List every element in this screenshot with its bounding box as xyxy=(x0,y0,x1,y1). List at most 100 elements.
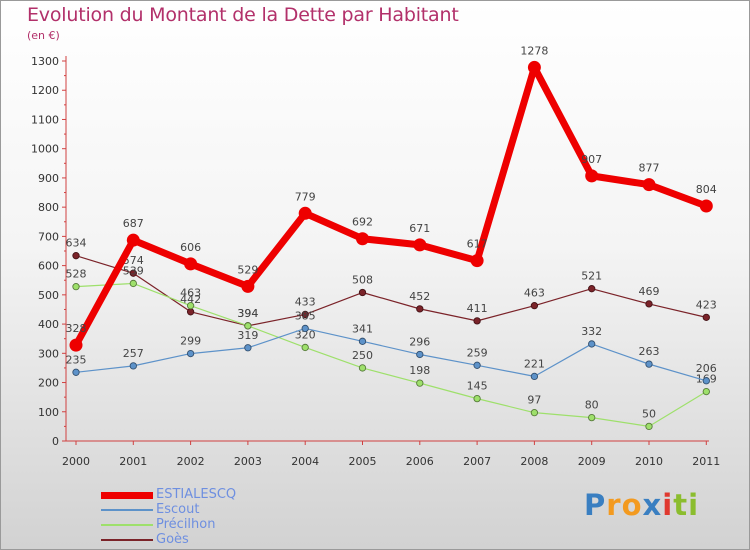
data-label-escout: 263 xyxy=(639,345,660,358)
y-tick-label: 100 xyxy=(38,406,59,419)
data-label-goes: 394 xyxy=(237,307,258,320)
x-tick-label: 2000 xyxy=(62,455,90,468)
x-tick-label: 2003 xyxy=(234,455,262,468)
series-line-precilhon xyxy=(75,282,707,427)
data-label-precilhon: 539 xyxy=(123,264,144,277)
y-tick-label: 600 xyxy=(38,260,59,273)
logo-letter: P xyxy=(584,488,607,522)
legend-swatch-escout xyxy=(101,509,153,511)
data-point-estialescq xyxy=(642,178,656,192)
data-label-escout: 299 xyxy=(180,335,201,348)
data-label-estialescq: 692 xyxy=(352,216,373,229)
data-point-precilhon xyxy=(473,394,481,403)
data-label-precilhon: 80 xyxy=(585,399,599,412)
series-line-goes xyxy=(75,255,707,327)
data-label-estialescq: 671 xyxy=(409,222,430,235)
data-point-precilhon xyxy=(588,413,596,422)
data-label-estialescq: 606 xyxy=(180,241,201,254)
logo-letter: r xyxy=(606,488,622,522)
data-point-goes xyxy=(358,288,367,297)
x-tick-label: 2011 xyxy=(692,455,720,468)
data-label-precilhon: 394 xyxy=(237,307,258,320)
data-point-estialescq xyxy=(126,233,140,247)
y-tick-label: 800 xyxy=(38,201,59,214)
data-point-precilhon xyxy=(72,283,80,291)
data-label-estialescq: 687 xyxy=(123,217,144,230)
data-label-precilhon: 97 xyxy=(527,394,541,407)
y-tick-label: 500 xyxy=(38,289,59,302)
chart-unit-label: (en €) xyxy=(27,29,60,42)
data-label-precilhon: 463 xyxy=(180,287,201,300)
data-label-goes: 433 xyxy=(295,295,316,308)
data-label-precilhon: 528 xyxy=(66,268,87,281)
data-label-goes: 442 xyxy=(180,293,201,306)
data-label-goes: 469 xyxy=(639,285,660,298)
chart-title: Evolution du Montant de la Dette par Hab… xyxy=(27,4,459,26)
legend-label-escout: Escout xyxy=(156,502,200,517)
data-point-precilhon xyxy=(702,387,710,396)
data-label-goes: 411 xyxy=(467,302,488,315)
legend-label-precilhon: Précilhon xyxy=(156,517,216,532)
data-point-precilhon xyxy=(186,302,195,310)
data-point-estialescq xyxy=(527,60,541,74)
data-label-estialescq: 907 xyxy=(581,153,602,166)
data-label-goes: 423 xyxy=(696,298,717,311)
data-label-precilhon: 250 xyxy=(352,349,373,362)
data-point-precilhon xyxy=(645,422,653,431)
x-tick-label: 2004 xyxy=(291,455,319,468)
data-label-estialescq: 529 xyxy=(237,263,258,276)
logo-letter: o xyxy=(621,488,643,522)
data-point-escout xyxy=(301,324,309,333)
y-tick-label: 200 xyxy=(38,377,59,390)
data-point-goes xyxy=(473,317,481,325)
y-tick-label: 1100 xyxy=(31,113,59,126)
data-label-estialescq: 328 xyxy=(66,322,87,335)
data-label-estialescq: 1278 xyxy=(520,44,548,57)
data-point-estialescq xyxy=(413,238,427,252)
data-point-escout xyxy=(358,337,367,345)
data-point-precilhon xyxy=(244,322,252,330)
x-tick-label: 2008 xyxy=(520,455,548,468)
chart-legend: ESTIALESCQ Escout Précilhon Goès xyxy=(101,487,321,547)
data-label-escout: 206 xyxy=(696,362,717,375)
data-label-escout: 385 xyxy=(295,309,316,322)
data-label-goes: 634 xyxy=(66,237,87,250)
y-tick-label: 0 xyxy=(52,435,59,448)
data-label-estialescq: 804 xyxy=(696,183,717,196)
data-point-escout xyxy=(416,350,424,359)
data-point-escout xyxy=(702,377,710,385)
legend-swatch-precilhon xyxy=(101,524,153,526)
data-point-estialescq xyxy=(699,199,713,213)
y-tick-label: 1300 xyxy=(31,55,59,68)
legend-label-estialescq: ESTIALESCQ xyxy=(156,487,237,502)
y-tick-label: 400 xyxy=(38,318,59,331)
data-label-goes: 463 xyxy=(524,287,545,300)
data-label-goes: 452 xyxy=(409,290,430,303)
data-point-estialescq xyxy=(69,338,83,352)
data-point-estialescq xyxy=(184,257,198,271)
data-label-precilhon: 50 xyxy=(642,407,656,420)
data-label-goes: 521 xyxy=(581,270,602,283)
data-point-escout xyxy=(186,349,195,358)
data-point-estialescq xyxy=(241,279,255,293)
x-tick-label: 2006 xyxy=(406,455,434,468)
data-point-goes xyxy=(702,313,710,322)
data-label-precilhon: 198 xyxy=(409,364,430,377)
data-point-escout xyxy=(129,362,137,370)
y-tick-label: 900 xyxy=(38,172,59,185)
x-tick-label: 2007 xyxy=(463,455,491,468)
data-point-escout xyxy=(530,372,539,381)
data-point-estialescq xyxy=(298,206,312,220)
data-label-escout: 332 xyxy=(581,325,602,338)
y-tick-label: 1200 xyxy=(31,84,59,97)
data-label-goes: 508 xyxy=(352,274,373,287)
data-label-escout: 296 xyxy=(409,335,430,348)
data-label-precilhon: 145 xyxy=(467,380,488,393)
data-label-escout: 319 xyxy=(237,329,258,342)
data-point-estialescq xyxy=(356,232,369,246)
data-label-precilhon: 320 xyxy=(295,328,316,341)
legend-swatch-estialescq xyxy=(101,491,153,499)
legend-item-goes: Goès xyxy=(101,532,321,547)
data-point-goes xyxy=(72,252,80,260)
